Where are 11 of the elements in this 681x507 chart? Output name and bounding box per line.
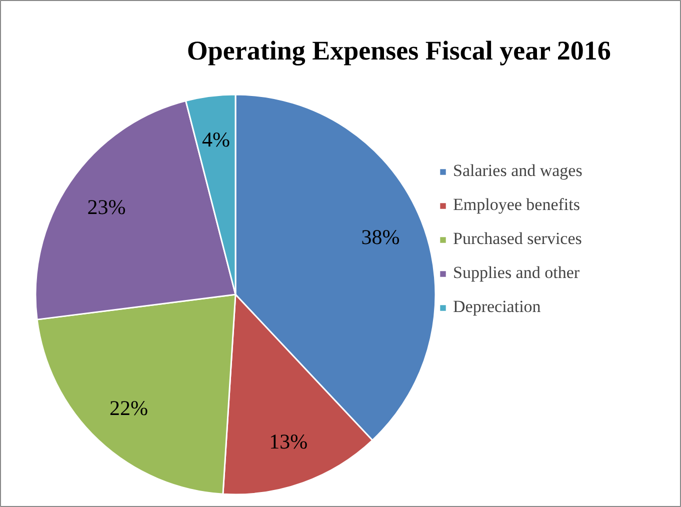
legend-label: Salaries and wages bbox=[453, 161, 582, 181]
data-label: 38% bbox=[361, 225, 400, 250]
data-label: 23% bbox=[87, 194, 126, 219]
legend-label: Employee benefits bbox=[453, 195, 580, 215]
legend-label: Depreciation bbox=[453, 297, 541, 317]
data-label: 22% bbox=[109, 396, 148, 420]
data-label: 4% bbox=[202, 128, 230, 152]
chart-title: Operating Expenses Fiscal year 2016 bbox=[186, 36, 611, 66]
data-label: 13% bbox=[269, 429, 308, 454]
legend-label: Purchased services bbox=[453, 229, 582, 249]
legend-label: Supplies and other bbox=[453, 263, 580, 283]
